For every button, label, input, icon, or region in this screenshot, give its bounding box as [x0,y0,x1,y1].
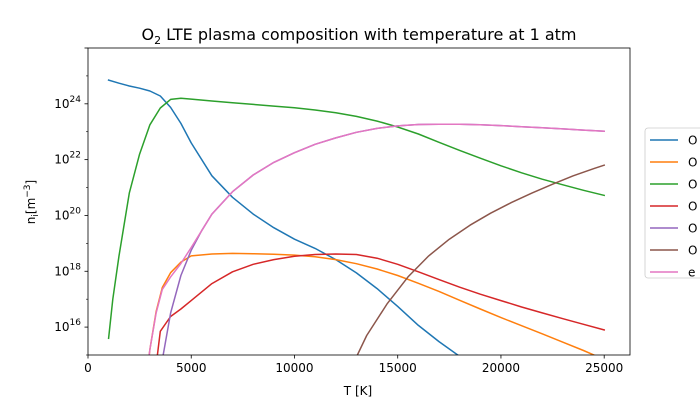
plot-frame [87,47,631,356]
x-tick-label: 0 [84,361,92,375]
x-tick-label: 20000 [482,361,520,375]
series-line-3 [107,97,606,340]
chart-title: O2 LTE plasma composition with temperatu… [142,25,577,47]
y-tick-label: 1022 [54,151,81,167]
series-line-5 [162,123,605,355]
legend-label: e [688,266,695,280]
series-line-2 [148,252,596,355]
x-tick-label: 15000 [379,361,417,375]
legend-label: O [688,200,697,214]
y-axis-ticks: 1016 1018 1020 1022 1024 [54,47,88,356]
legend-box [644,127,700,279]
legend-label: O [688,222,697,236]
series-layer [107,79,606,355]
x-tick-label: 5000 [176,361,207,375]
y-tick-label: 1024 [54,95,81,111]
series-line-7 [148,123,605,355]
legend-label: O [688,134,697,148]
x-tick-label: 25000 [585,361,623,375]
y-tick-label: 1016 [54,318,81,334]
legend-label: O [688,156,697,170]
legend-label: O [688,244,697,258]
y-tick-label: 1018 [54,262,81,278]
x-tick-label: 10000 [275,361,313,375]
y-axis-title: ni[m−3] [23,180,41,224]
series-line-1 [107,79,460,355]
y-tick-label: 1020 [54,206,81,222]
x-axis-ticks: 0 5000 10000 15000 20000 25000 [84,355,623,375]
x-axis-title: T [K] [343,384,372,398]
legend-label: O [688,178,697,192]
series-line-6 [356,164,606,355]
series-line-4 [156,253,606,355]
